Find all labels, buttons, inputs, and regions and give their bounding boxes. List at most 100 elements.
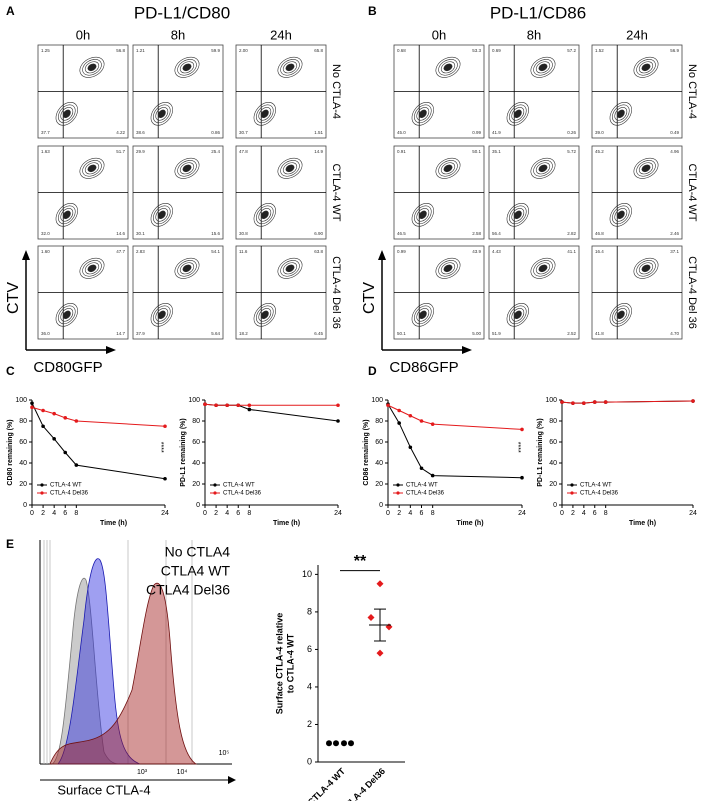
quadrant-value: 37.7 xyxy=(41,130,50,135)
contour xyxy=(511,308,525,322)
contour xyxy=(282,262,298,275)
contour xyxy=(633,56,659,78)
gate-lines xyxy=(43,540,193,764)
contour xyxy=(58,305,76,325)
contour xyxy=(438,59,458,76)
contour xyxy=(414,205,432,225)
quadrant-value: 5.64 xyxy=(211,331,220,336)
histogram-curve xyxy=(51,577,121,765)
point xyxy=(341,740,347,747)
x-tick-label: CTLA-4 Del36 xyxy=(339,766,387,801)
quadrant-value: 46.5 xyxy=(397,231,406,236)
point xyxy=(333,740,339,747)
contour xyxy=(418,109,427,119)
contour xyxy=(155,208,169,222)
contour xyxy=(416,107,430,121)
legend-marker xyxy=(396,483,400,487)
legend-label: CTLA4 Del36 xyxy=(146,582,230,598)
contour xyxy=(438,260,458,277)
marker xyxy=(52,411,56,416)
marker xyxy=(520,475,524,480)
contour xyxy=(435,157,461,179)
x-tick-label: 4 xyxy=(582,510,586,517)
marker xyxy=(336,403,340,408)
contour xyxy=(414,305,432,325)
y-tick-label: 80 xyxy=(192,418,200,425)
contour xyxy=(614,208,628,222)
y-tick-label: 6 xyxy=(307,644,312,654)
quadrant-value: 41.8 xyxy=(595,331,604,336)
quadrant-value: 54.1 xyxy=(211,249,220,254)
contour xyxy=(62,310,71,320)
y-tick-label: 0 xyxy=(307,756,312,766)
y-tick-label: 80 xyxy=(19,418,27,425)
quadrant-value: 0.91 xyxy=(397,149,406,154)
annotation: **** xyxy=(514,442,521,453)
y-tick-label: 100 xyxy=(188,397,200,404)
marker xyxy=(163,424,167,429)
contour xyxy=(511,208,525,222)
contour xyxy=(82,59,102,76)
marker xyxy=(214,403,218,408)
legend-label: CTLA-4 WT xyxy=(406,483,438,489)
y-tick-label: 60 xyxy=(192,439,200,446)
contour xyxy=(614,107,628,121)
contour xyxy=(282,61,298,74)
legend-label: CTLA-4 Del36 xyxy=(406,491,445,497)
marker xyxy=(41,424,45,429)
contour xyxy=(411,203,434,227)
y-tick-label: 100 xyxy=(545,397,557,404)
marker xyxy=(408,445,413,450)
legend-marker xyxy=(213,483,217,487)
contour xyxy=(58,104,76,124)
x-tick-label: 6 xyxy=(593,510,597,517)
marker xyxy=(74,419,79,423)
contour xyxy=(179,162,195,175)
x-tick-label: 8 xyxy=(431,510,435,517)
legend-label: CTLA-4 Del36 xyxy=(50,491,89,497)
quadrant-value: 4.70 xyxy=(670,331,679,336)
point xyxy=(326,740,332,747)
y-tick-label: 80 xyxy=(375,418,383,425)
y-axis-label: Surface CTLA-4 relative xyxy=(274,613,284,715)
y-tick-label: 40 xyxy=(19,460,27,467)
marker xyxy=(397,421,401,425)
quadrant-value: 0.49 xyxy=(670,130,679,135)
quadrant-value: 37.9 xyxy=(136,331,145,336)
point xyxy=(376,580,384,588)
quadrant-value: 15.6 xyxy=(211,231,220,236)
contour xyxy=(79,56,105,78)
marker xyxy=(247,403,252,408)
line xyxy=(31,406,166,427)
marker xyxy=(74,463,79,467)
contour xyxy=(280,160,300,177)
contour xyxy=(155,308,169,322)
column-header: 8h xyxy=(527,27,541,42)
x-tick-label: 24 xyxy=(689,510,697,517)
contour xyxy=(79,257,105,279)
y-tick-label: 60 xyxy=(549,439,557,446)
contour xyxy=(416,208,430,222)
x-tick-label: 0 xyxy=(560,510,564,517)
quadrant-value: 53.3 xyxy=(472,48,481,53)
legend-label: CTLA-4 WT xyxy=(50,483,82,489)
point xyxy=(348,740,354,747)
marker xyxy=(603,400,608,404)
contour xyxy=(440,162,456,175)
line xyxy=(31,402,166,480)
marker xyxy=(236,403,241,408)
contour xyxy=(84,61,100,74)
contour xyxy=(418,210,427,220)
quadrant-value: 1.25 xyxy=(41,48,50,53)
contour xyxy=(616,310,625,320)
contour xyxy=(538,264,548,273)
quadrant-value: 0.69 xyxy=(492,48,501,53)
contour xyxy=(509,104,527,124)
quadrant-value: 5.72 xyxy=(567,149,576,154)
contour xyxy=(438,160,458,177)
y-tick-label: 0 xyxy=(23,502,27,509)
legend-marker xyxy=(570,491,574,495)
contour xyxy=(616,210,625,220)
quadrant-value: 1.51 xyxy=(314,130,323,135)
quadrant-value: 47.7 xyxy=(116,249,125,254)
